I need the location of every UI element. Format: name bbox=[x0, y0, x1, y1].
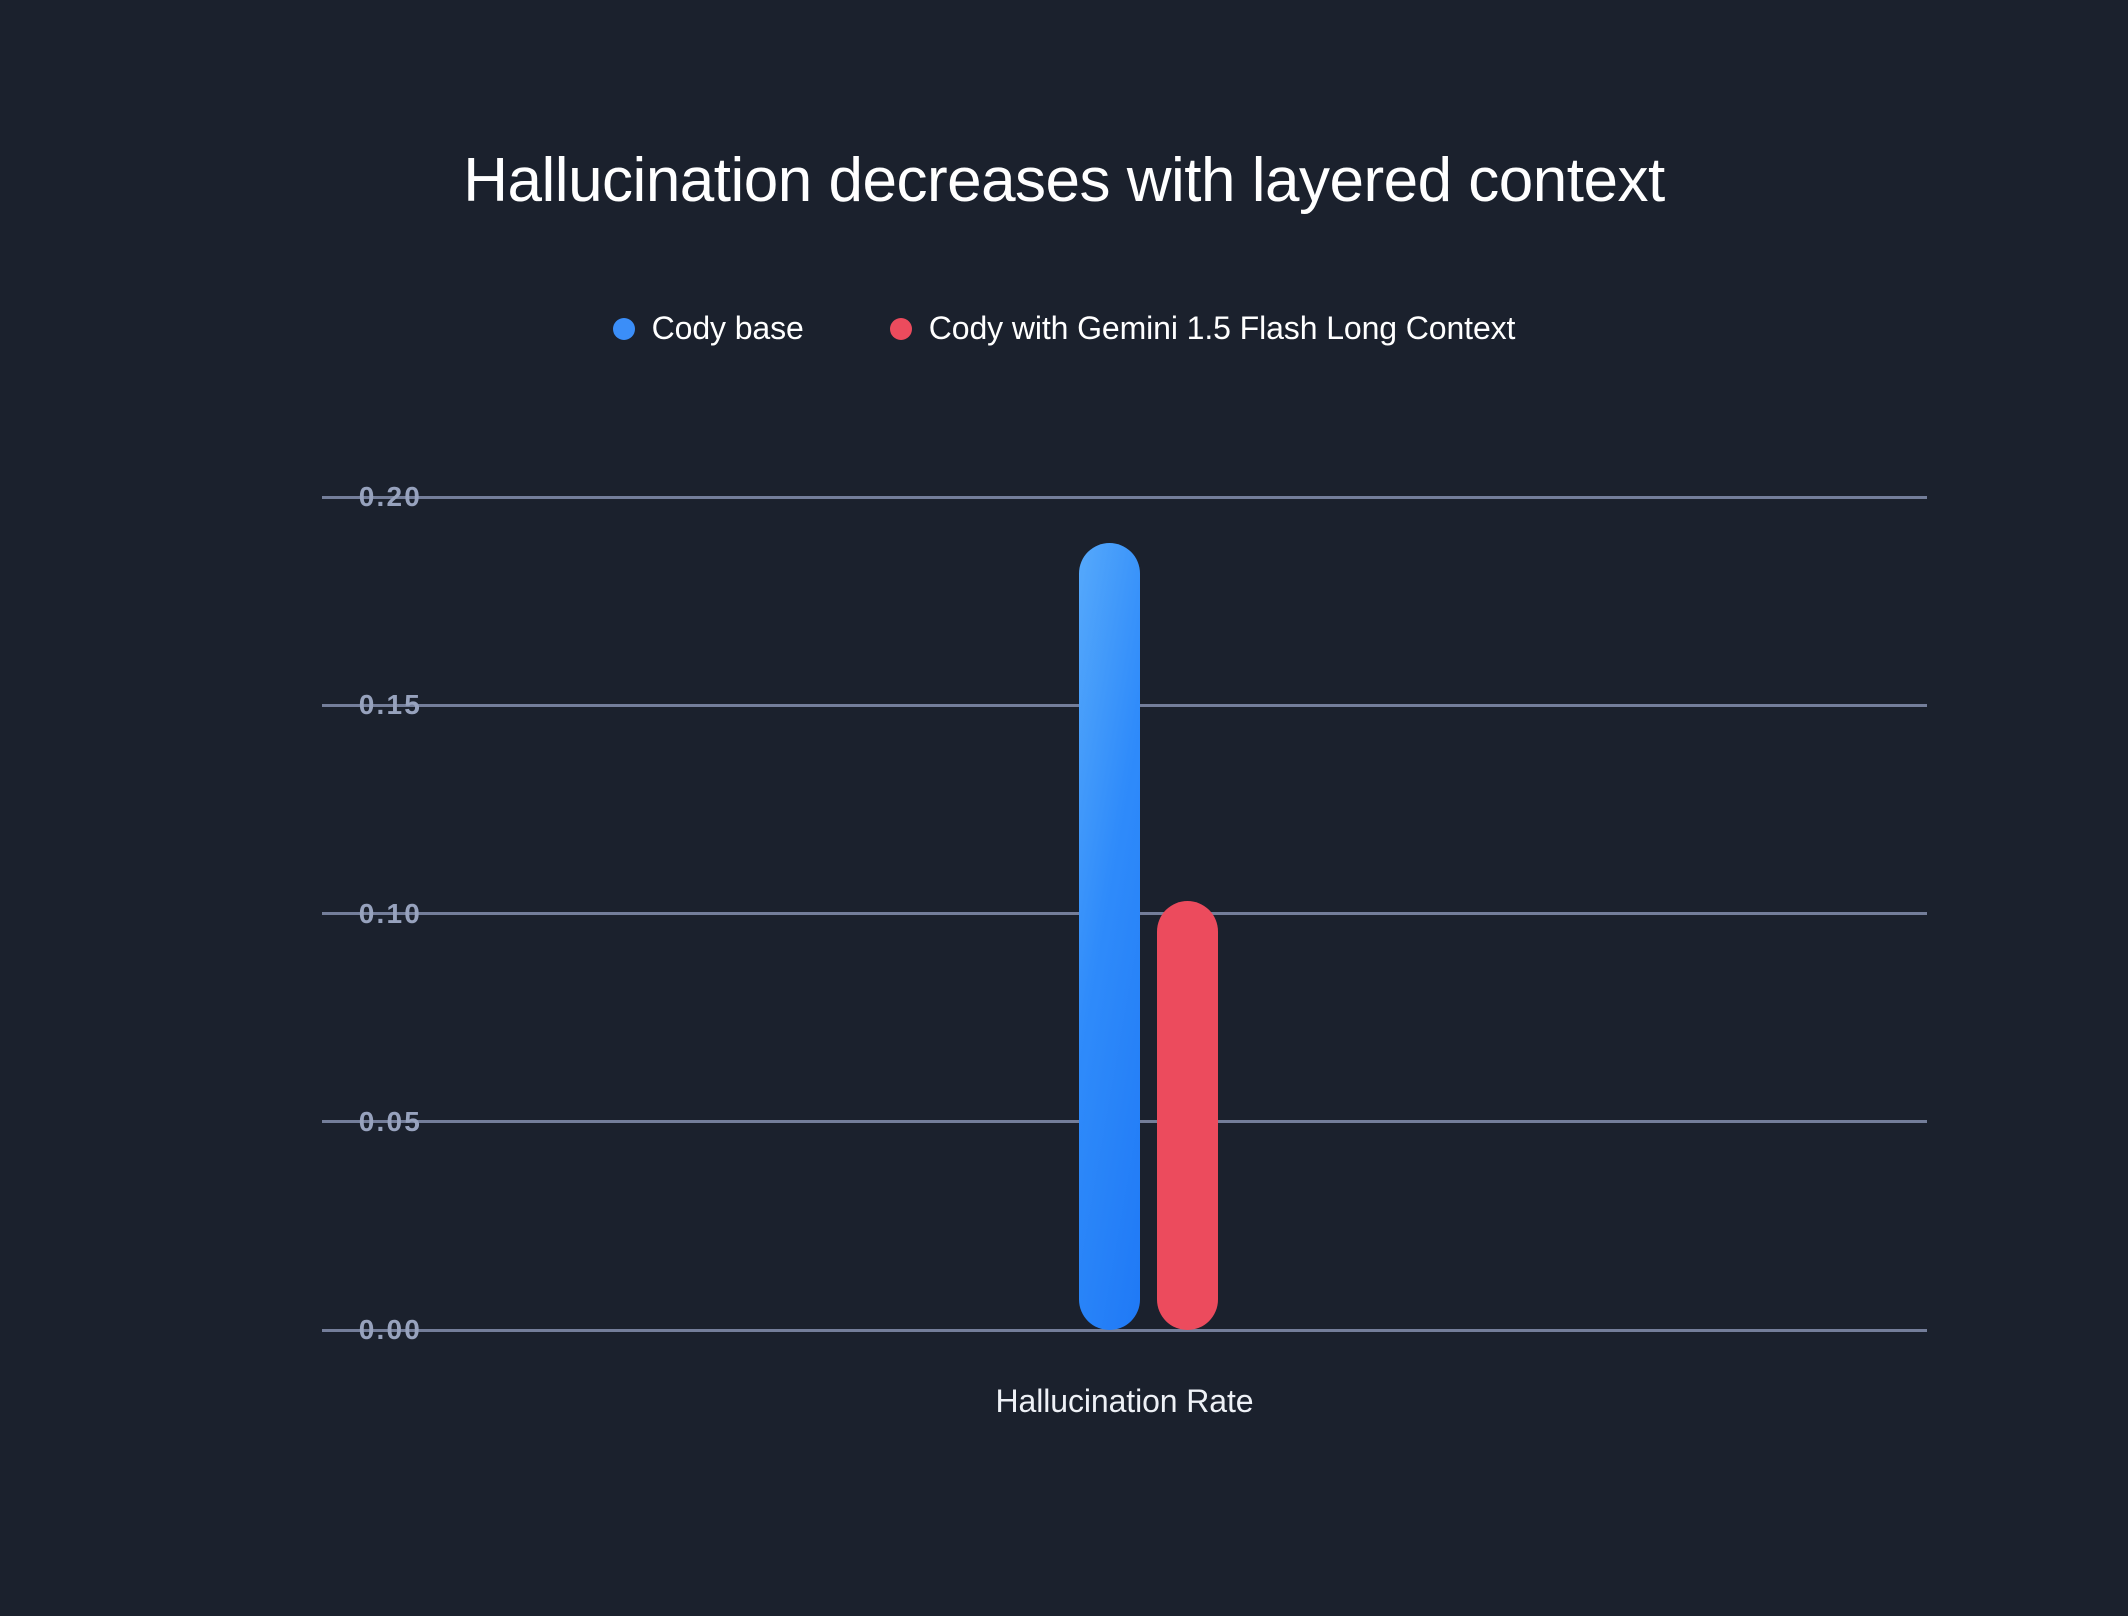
legend-item-label: Cody base bbox=[651, 310, 804, 346]
y-axis-tick-label: 0.10 bbox=[358, 897, 422, 929]
legend-dot-icon bbox=[612, 317, 635, 340]
plot-area: 0.00 0.05 0.10 0.15 0.20 bbox=[322, 481, 1927, 1345]
legend-item-label: Cody with Gemini 1.5 Flash Long Context bbox=[928, 310, 1516, 346]
y-axis-tick-label: 0.00 bbox=[358, 1314, 422, 1345]
x-axis-label: Hallucination Rate bbox=[995, 1383, 1254, 1419]
y-axis-tick-label: 0.20 bbox=[358, 481, 422, 512]
bar-cody-base[interactable] bbox=[1079, 542, 1140, 1330]
y-axis-tick-label: 0.15 bbox=[358, 689, 422, 721]
legend-dot-icon bbox=[889, 317, 912, 340]
y-axis-tick-label: 0.05 bbox=[358, 1105, 422, 1137]
bars-group bbox=[322, 497, 1927, 1330]
chart-legend: Cody base Cody with Gemini 1.5 Flash Lon… bbox=[0, 310, 2128, 347]
gridline bbox=[322, 495, 1927, 499]
legend-item-cody-base[interactable]: Cody base bbox=[612, 310, 804, 347]
bar-cody-gemini-long-context[interactable] bbox=[1157, 901, 1218, 1330]
chart-title: Hallucination decreases with layered con… bbox=[463, 146, 1665, 215]
gridline bbox=[322, 1328, 1927, 1332]
legend-item-cody-gemini-long-context[interactable]: Cody with Gemini 1.5 Flash Long Context bbox=[889, 310, 1516, 347]
